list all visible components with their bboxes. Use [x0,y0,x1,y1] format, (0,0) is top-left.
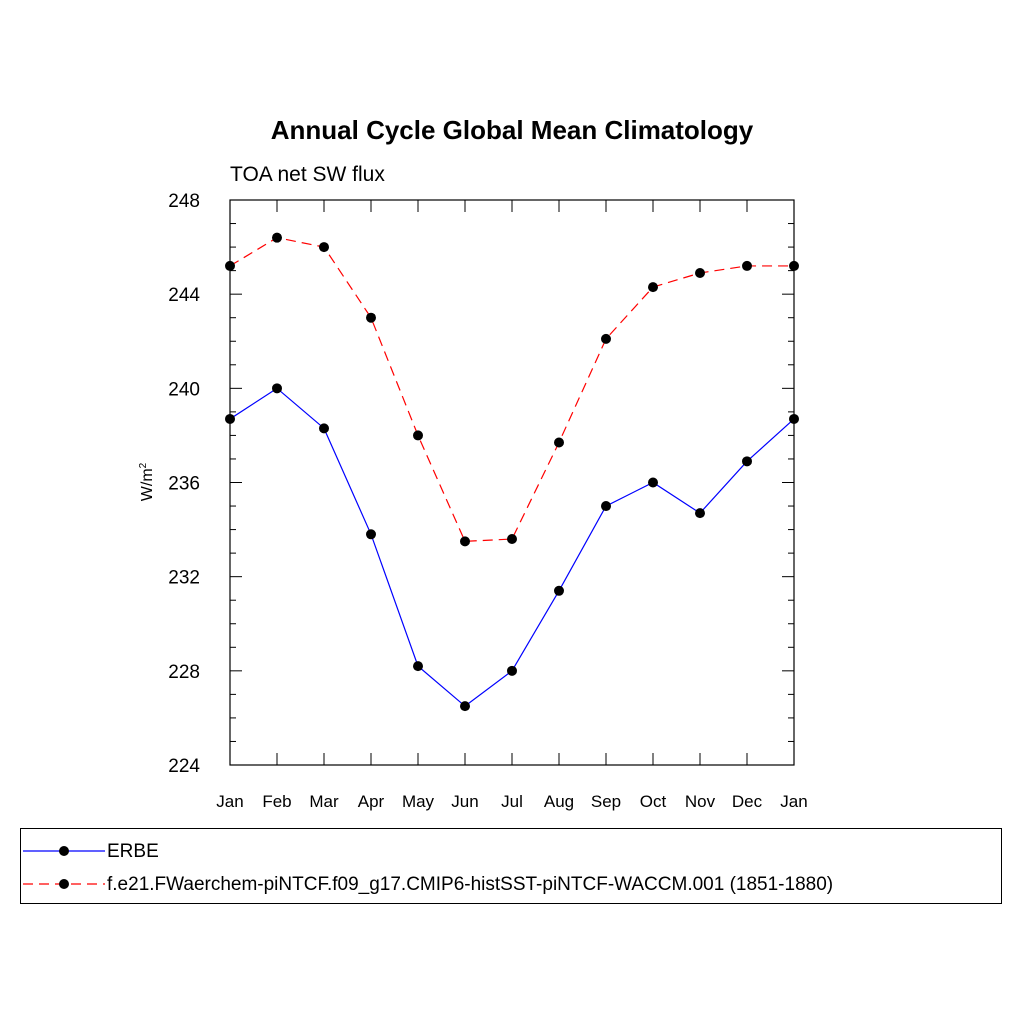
y-tick-label: 244 [168,285,200,306]
y-tick-label: 236 [168,474,200,495]
series-0-point [225,413,235,424]
series-1-point [648,282,658,293]
y-tick-label: 240 [168,379,200,400]
y-axis-label-unit: W/m [139,468,156,501]
series-layer [225,232,799,712]
series-1-point [507,534,517,544]
legend-swatch-erbe [23,846,105,856]
series-0-point [648,477,658,488]
series-1-point [272,232,282,243]
x-tick-label: Sep [591,792,621,811]
series-1-point [319,242,329,253]
x-tick-label: Oct [640,792,667,811]
legend-label-erbe: ERBE [107,841,159,862]
chart-subtitle: TOA net SW flux [230,163,385,186]
x-tick-label: Jan [216,792,243,811]
series-1-point [695,267,705,278]
x-tick-label: May [402,792,435,811]
series-1-point [413,430,423,441]
series-0-point [272,383,282,394]
y-axis-label: W/m2 [138,462,156,501]
chart-title: Annual Cycle Global Mean Climatology [271,115,754,145]
series-0-point [366,529,376,540]
x-tick-label: Nov [685,792,716,811]
series-0-point [460,701,470,712]
x-tick-label: Jan [780,792,807,811]
series-0-point [413,661,423,672]
series-1-point [789,260,799,271]
series-0-point [507,665,517,676]
series-0-point [695,508,705,519]
plot-frame [229,199,795,766]
y-tick-label: 232 [168,568,200,589]
x-tick-label: Dec [732,792,763,811]
series-1-point [460,536,470,547]
x-tick-label: Aug [544,792,574,811]
axes: 224 228 232 236 240 244 248 Jan Feb Mar Apr May Jun J… [168,191,807,811]
legend-item-model: f.e21.FWaerchem-piNTCF.f09_g17.CMIP6-his… [21,870,1001,900]
legend-item-erbe: ERBE [21,837,1001,867]
series-line-1 [229,237,794,542]
x-tick-label: Feb [262,792,291,811]
series-1-point [742,260,752,271]
series-1-point [366,312,376,323]
x-tick-label: Apr [358,792,385,811]
series-0-point [601,501,611,512]
series-1-point [601,333,611,344]
x-tick-label: Jun [451,792,478,811]
legend-marker-model [59,879,69,889]
y-tick-label: 224 [168,756,200,777]
legend: ERBE f.e21.FWaerchem-piNTCF.f09_g17.CMIP… [20,828,1002,904]
x-tick-label: Mar [309,792,339,811]
series-0-point [554,585,564,596]
series-0-point [789,413,799,424]
x-tick-label: Jul [501,792,523,811]
legend-swatch-model [23,879,105,889]
series-1-point [225,260,235,271]
series-1-point [554,437,564,448]
y-tick-label: 228 [168,662,200,683]
legend-label-model: f.e21.FWaerchem-piNTCF.f09_g17.CMIP6-his… [107,874,834,895]
y-tick-label: 248 [168,191,200,212]
series-0-point [319,423,329,434]
y-axis-label-exponent: 2 [138,462,149,468]
series-line-0 [229,387,795,707]
series-0-point [742,456,752,467]
legend-marker-erbe [59,846,69,856]
